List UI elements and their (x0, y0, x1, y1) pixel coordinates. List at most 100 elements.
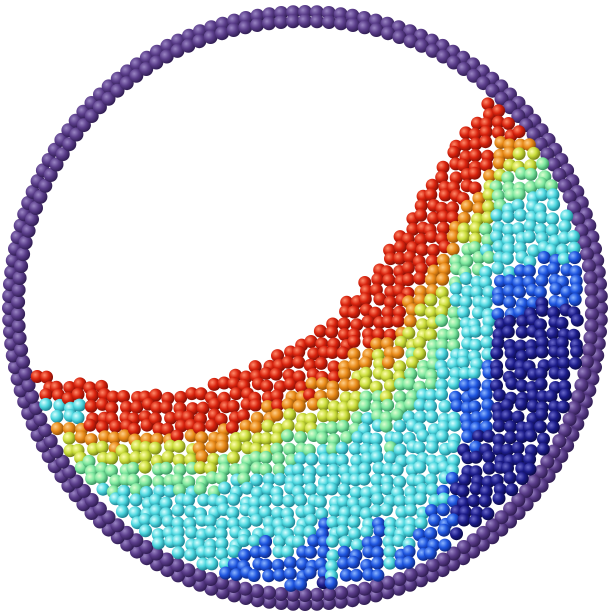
particle (270, 408, 283, 421)
particle (503, 296, 516, 309)
particle (512, 442, 525, 455)
particle (534, 420, 547, 433)
particle (382, 356, 395, 369)
particle (479, 135, 492, 148)
particle (504, 471, 517, 484)
particle (490, 366, 503, 379)
particle (381, 399, 394, 412)
particle (535, 378, 548, 391)
particle (493, 419, 506, 432)
wall-particle (585, 295, 599, 309)
particle (382, 274, 395, 287)
particle (569, 357, 582, 370)
particle (516, 472, 529, 485)
particle (73, 399, 86, 412)
particle (259, 545, 272, 558)
particle (259, 451, 272, 464)
particle (172, 504, 185, 517)
particle (348, 358, 361, 371)
particle (468, 494, 481, 507)
wall-particle (262, 16, 276, 30)
particle (283, 443, 296, 456)
particle (450, 282, 463, 295)
particle (468, 167, 481, 180)
particle (362, 315, 375, 328)
particle (393, 420, 406, 433)
wall-particle (12, 319, 26, 333)
particle (380, 420, 393, 433)
particle (447, 243, 460, 256)
drum-simulation (0, 0, 610, 616)
wall-particle (298, 14, 312, 28)
particle (249, 399, 262, 412)
particle (479, 495, 492, 508)
particle (226, 421, 239, 434)
wall-particle (584, 319, 598, 333)
particle (314, 325, 327, 338)
particle (393, 475, 406, 488)
particle (84, 419, 97, 432)
particle (435, 314, 448, 327)
particle (538, 251, 551, 264)
particle (260, 380, 273, 393)
wall-particle (16, 247, 30, 261)
particle (479, 223, 492, 236)
particle (292, 356, 305, 369)
particle (547, 421, 560, 434)
particle (546, 327, 559, 340)
particle (460, 255, 473, 268)
particle (490, 347, 503, 360)
particle (448, 419, 461, 432)
particle (51, 422, 64, 435)
particle (380, 503, 393, 516)
particle (435, 348, 448, 361)
particle (152, 537, 165, 550)
particle (535, 274, 548, 287)
particle (325, 482, 338, 495)
wall-particle (238, 20, 252, 34)
particle (139, 524, 152, 537)
particle (282, 515, 295, 528)
wall-particle (250, 584, 264, 598)
particle (570, 345, 583, 358)
particle (294, 578, 307, 591)
particle (127, 462, 140, 475)
particle (350, 569, 363, 582)
particle (305, 453, 318, 466)
particle (304, 483, 317, 496)
particle (194, 482, 207, 495)
particle (227, 493, 240, 506)
particle (325, 577, 338, 590)
particle (281, 429, 294, 442)
wall-particle (13, 271, 27, 285)
particle (537, 443, 550, 456)
wall-particle (334, 586, 348, 600)
particle (358, 473, 371, 486)
particle (424, 294, 437, 307)
particle (546, 212, 559, 225)
particle (468, 367, 481, 380)
particle (272, 452, 285, 465)
particle (358, 399, 371, 412)
particle (426, 441, 439, 454)
wall-particle (583, 271, 597, 285)
particle (535, 211, 548, 224)
particle (271, 493, 284, 506)
particle (230, 440, 243, 453)
particle (160, 462, 173, 475)
particle (558, 220, 571, 233)
particle (559, 388, 572, 401)
particle (149, 442, 162, 455)
particle (370, 451, 383, 464)
particle (504, 431, 517, 444)
wall-particle (580, 355, 594, 369)
particle (391, 346, 404, 359)
particle (436, 430, 449, 443)
wall-particle (358, 582, 372, 596)
particle (535, 188, 548, 201)
wall-particle (19, 367, 33, 381)
particle (479, 409, 492, 422)
particle (315, 357, 328, 370)
particle (557, 368, 570, 381)
particle (502, 117, 515, 130)
